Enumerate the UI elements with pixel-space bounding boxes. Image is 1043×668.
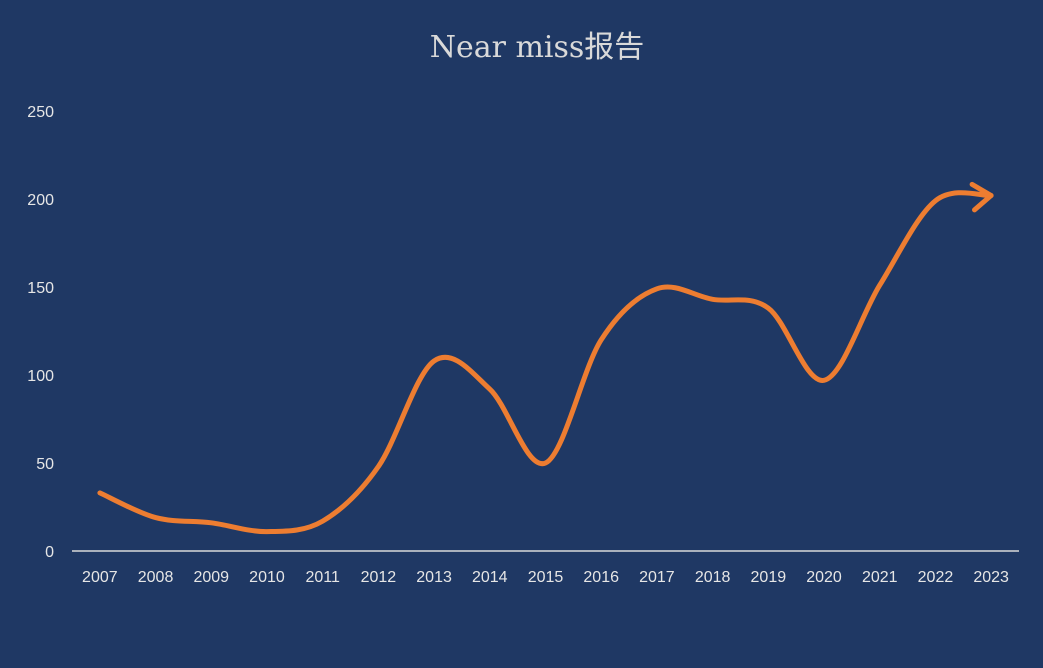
x-axis-ticks: 2007 2008 2009 2010 2011 2012 2013 2014 2015 2016… [82, 569, 1009, 586]
x-tick-label: 2015 [528, 569, 564, 586]
x-tick-label: 2019 [751, 569, 787, 586]
data-point [264, 529, 269, 534]
y-axis-ticks: 0 50 100 150 200 250 [27, 104, 54, 561]
y-tick-label: 150 [27, 280, 54, 297]
x-tick-label: 2009 [193, 569, 229, 586]
data-point [877, 283, 882, 288]
data-point [710, 297, 715, 302]
x-tick-label: 2022 [918, 569, 954, 586]
x-tick-label: 2007 [82, 569, 118, 586]
data-point [822, 378, 827, 383]
data-point [97, 490, 102, 495]
data-point [209, 520, 214, 525]
x-tick-label: 2020 [806, 569, 842, 586]
x-tick-label: 2012 [361, 569, 397, 586]
x-tick-label: 2018 [695, 569, 731, 586]
x-tick-label: 2016 [583, 569, 619, 586]
data-point [599, 337, 604, 342]
y-tick-label: 250 [27, 104, 54, 121]
x-tick-label: 2021 [862, 569, 898, 586]
data-point [933, 198, 938, 203]
y-tick-label: 50 [36, 456, 54, 473]
x-tick-label: 2017 [639, 569, 675, 586]
x-tick-label: 2010 [249, 569, 285, 586]
y-tick-label: 0 [45, 544, 54, 561]
y-tick-label: 100 [27, 368, 54, 385]
x-tick-label: 2014 [472, 569, 508, 586]
data-point [766, 306, 771, 311]
x-tick-label: 2023 [973, 569, 1009, 586]
data-point [376, 464, 381, 469]
data-point [432, 358, 437, 363]
chart-title: Near miss报告 [430, 30, 645, 65]
data-point [487, 387, 492, 392]
y-tick-label: 200 [27, 192, 54, 209]
series-group [97, 181, 994, 535]
data-point [320, 519, 325, 524]
x-tick-label: 2008 [138, 569, 174, 586]
data-point [543, 461, 548, 465]
data-point [654, 286, 659, 291]
x-tick-label: 2011 [305, 569, 340, 586]
x-tick-label: 2013 [416, 569, 452, 586]
data-point [153, 515, 158, 520]
line-end-arrow [969, 181, 994, 213]
